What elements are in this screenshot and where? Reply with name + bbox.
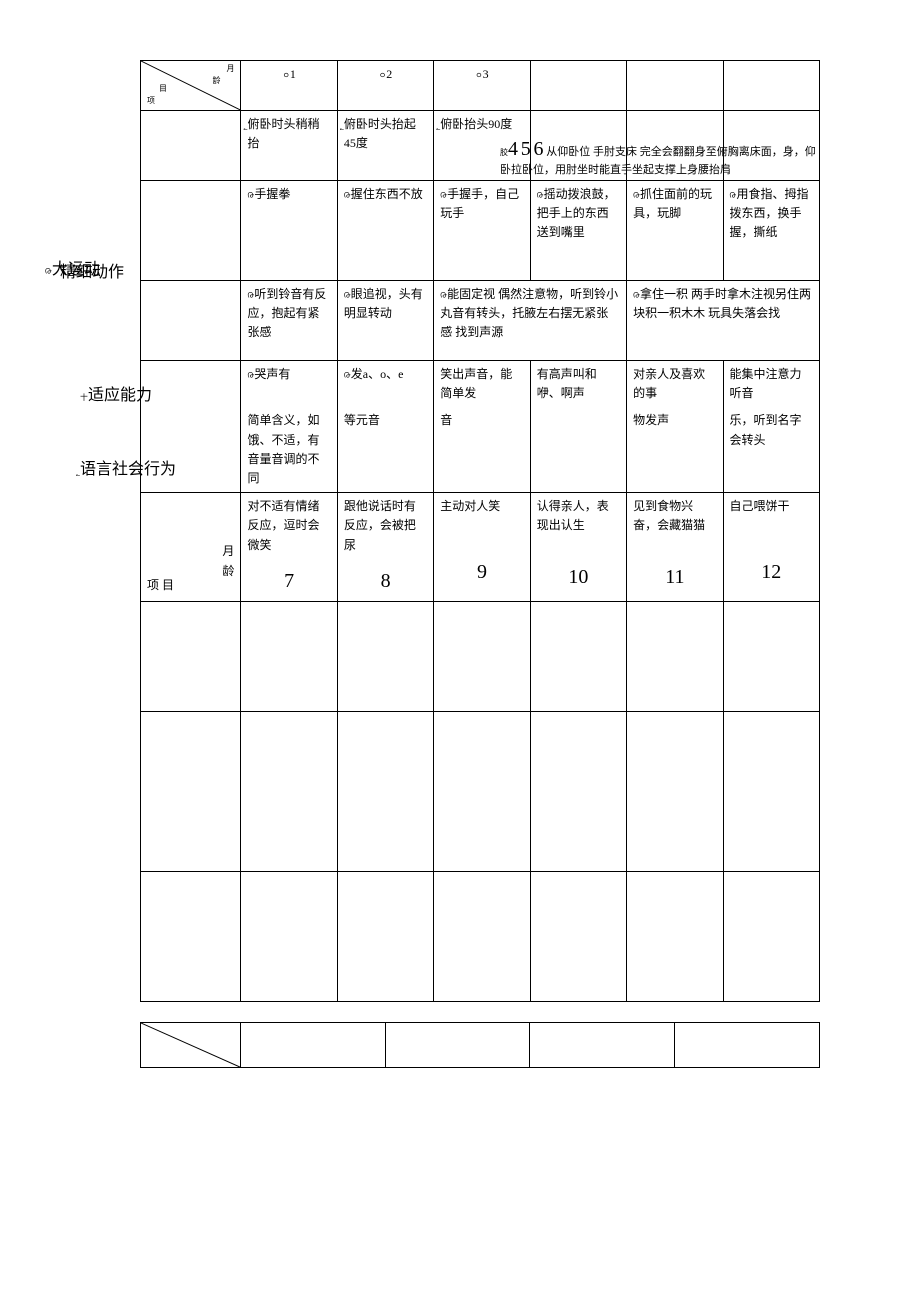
page-container: 㬵4 ᲼5 ᲼6 ᲼从仰卧位 手肘支床 完全会翻翻身至俯胸离床面，身，仰卧拉卧位…	[0, 60, 920, 1068]
month-1: ㅇ1	[241, 61, 337, 111]
label-adapt: 〸适应能力	[80, 381, 152, 405]
table-cell	[675, 1022, 820, 1067]
language-row-2: 简单含义，如饿、不适，有音量音调的不同 等元音 音 物发声 乐，听到名字会转头	[141, 407, 820, 492]
table-cell: 跟他说话时有反应，会被把尿 8	[337, 493, 433, 602]
development-table-2	[140, 1022, 820, 1068]
fine-motor-label-cell	[141, 181, 241, 281]
table-cell: ᢙ用食指、拇指拨东西，换手握，撕纸	[723, 181, 819, 281]
label-language: ᳗语言社会行为	[80, 455, 176, 479]
table-cell: 简单含义，如饿、不适，有音量音调的不同	[241, 407, 337, 492]
table-cell: 认得亲人，表现出认生 10	[530, 493, 626, 602]
label-fine-motor: 精细动作	[60, 258, 124, 282]
social-label-cell: 项 目 月龄	[141, 493, 241, 602]
table-cell: 对不适有情绪反应，逗时会微笑 7	[241, 493, 337, 602]
table-cell: ᢙ能固定视 偶然注意物，听到铃小丸音有转头，托腋左右摆无紧张感 找到声源	[434, 281, 627, 361]
month-3: ㅇ3	[434, 61, 530, 111]
adapt-row: ᢙ听到铃音有反应，抱起有紧张感 ᢙ眼追视，头有明显转动 ᢙ能固定视 偶然注意物，…	[141, 281, 820, 361]
table-cell: 主动对人笑 9	[434, 493, 530, 602]
table-cell: 音	[434, 407, 530, 492]
table-cell: 乐，听到名字会转头	[723, 407, 819, 492]
diagonal-header-cell-1: 月 龄 项 目	[141, 61, 241, 111]
month-6-cell	[723, 61, 819, 111]
diagonal-header-cell-2	[141, 1022, 241, 1067]
empty-row-2	[141, 711, 820, 871]
table-cell: 见到食物兴奋，会藏猫猫 11	[627, 493, 723, 602]
month-2: ㅇ2	[337, 61, 433, 111]
table-cell: 自己喂饼干 12	[723, 493, 819, 602]
table-cell: 物发声	[627, 407, 723, 492]
language-row-1: ᢙ哭声有 ᢙ发a、o、e 笑出声音，能简单发 有高声叫和咿、啊声 对亲人及喜欢的…	[141, 361, 820, 408]
month-4-cell	[530, 61, 626, 111]
table-cell	[240, 1022, 385, 1067]
fine-motor-row: ᢙ手握拳 ᢙ握住东西不放 ᢙ手握手，自己玩手 ᢙ摇动拨浪鼓，把手上的东西送到嘴里…	[141, 181, 820, 281]
table-cell: ᳗俯卧时头抬起45度	[337, 111, 433, 181]
table-cell: 能集中注意力听音	[723, 361, 819, 408]
table-cell	[385, 1022, 530, 1067]
table-cell: ᢙ发a、o、e	[337, 361, 433, 408]
empty-row-3	[141, 871, 820, 1001]
table-cell: 笑出声音，能简单发	[434, 361, 530, 408]
development-table-1: 月 龄 项 目 ㅇ1 ㅇ2 ㅇ3 ᳗俯卧时头稍稍抬 ᳗俯卧时头抬起45度 ᳗俯卧…	[140, 60, 820, 1002]
table-cell: 等元音	[337, 407, 433, 492]
month-5-cell	[627, 61, 723, 111]
table2-row	[141, 1022, 820, 1067]
table-cell: ᢙ摇动拨浪鼓，把手上的东西送到嘴里	[530, 181, 626, 281]
adapt-label-cell	[141, 281, 241, 361]
table-cell: ᢙ听到铃音有反应，抱起有紧张感	[241, 281, 337, 361]
table-cell: 有高声叫和咿、啊声	[530, 361, 626, 408]
table-cell: ᢙ哭声有	[241, 361, 337, 408]
table-cell	[530, 407, 626, 492]
table-cell	[530, 1022, 675, 1067]
empty-row-1	[141, 601, 820, 711]
social-row: 项 目 月龄 对不适有情绪反应，逗时会微笑 7 跟他说话时有反应，会被把尿 8 …	[141, 493, 820, 602]
header-overflow-456: 㬵4 ᲼5 ᲼6 ᲼从仰卧位 手肘支床 完全会翻翻身至俯胸离床面，身，仰卧拉卧位…	[500, 135, 820, 178]
table-header-row-1: 月 龄 项 目 ㅇ1 ㅇ2 ㅇ3	[141, 61, 820, 111]
table-cell: ᢙ抓住面前的玩具，玩脚	[627, 181, 723, 281]
big-motor-label-cell	[141, 111, 241, 181]
table-cell: ᳗俯卧时头稍稍抬	[241, 111, 337, 181]
table-cell: 对亲人及喜欢的事	[627, 361, 723, 408]
table-cell: ᢙ眼追视，头有明显转动	[337, 281, 433, 361]
table-cell: ᢙ手握拳	[241, 181, 337, 281]
table-cell: ᢙ握住东西不放	[337, 181, 433, 281]
table-cell: ᢙ拿住一积 两手时拿木注视另住两块积一积木木 玩具失落会找	[627, 281, 820, 361]
table-cell: ᢙ手握手，自己玩手	[434, 181, 530, 281]
